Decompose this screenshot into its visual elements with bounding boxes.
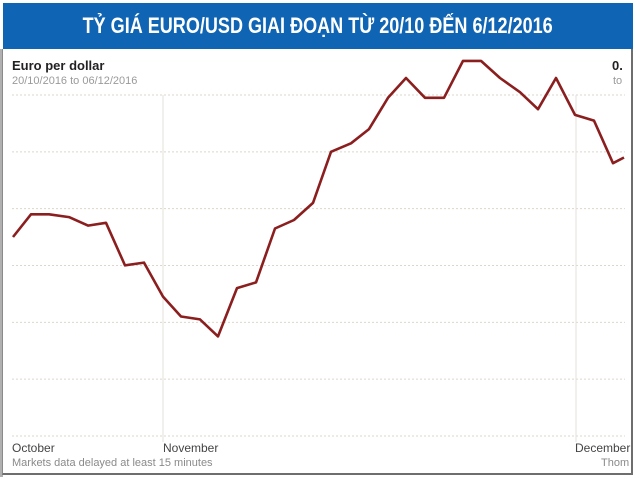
chart-date-range: 20/10/2016 to 06/12/2016: [12, 75, 138, 87]
current-value: 0.: [612, 58, 623, 73]
chart-banner-title: TỶ GIÁ EURO/USD GIAI ĐOẠN TỪ 20/10 ĐẾN 6…: [3, 3, 633, 49]
gridlines: [12, 94, 625, 437]
market-data-note: Markets data delayed at least 15 minutes: [12, 457, 213, 469]
chart-frame: [2, 49, 633, 475]
frame-left-edge: [0, 49, 3, 477]
chart-title: Euro per dollar: [12, 58, 105, 73]
x-axis-label-november: November: [163, 441, 219, 455]
source-credit: Thom: [601, 457, 630, 469]
euro-per-dollar-line: [11, 59, 625, 338]
banner-title-text: TỶ GIÁ EURO/USD GIAI ĐOẠN TỪ 20/10 ĐẾN 6…: [82, 13, 554, 38]
x-axis-label-october: October: [12, 441, 55, 455]
current-value-sub: to: [613, 75, 623, 87]
x-axis-label-december: December: [575, 441, 631, 455]
